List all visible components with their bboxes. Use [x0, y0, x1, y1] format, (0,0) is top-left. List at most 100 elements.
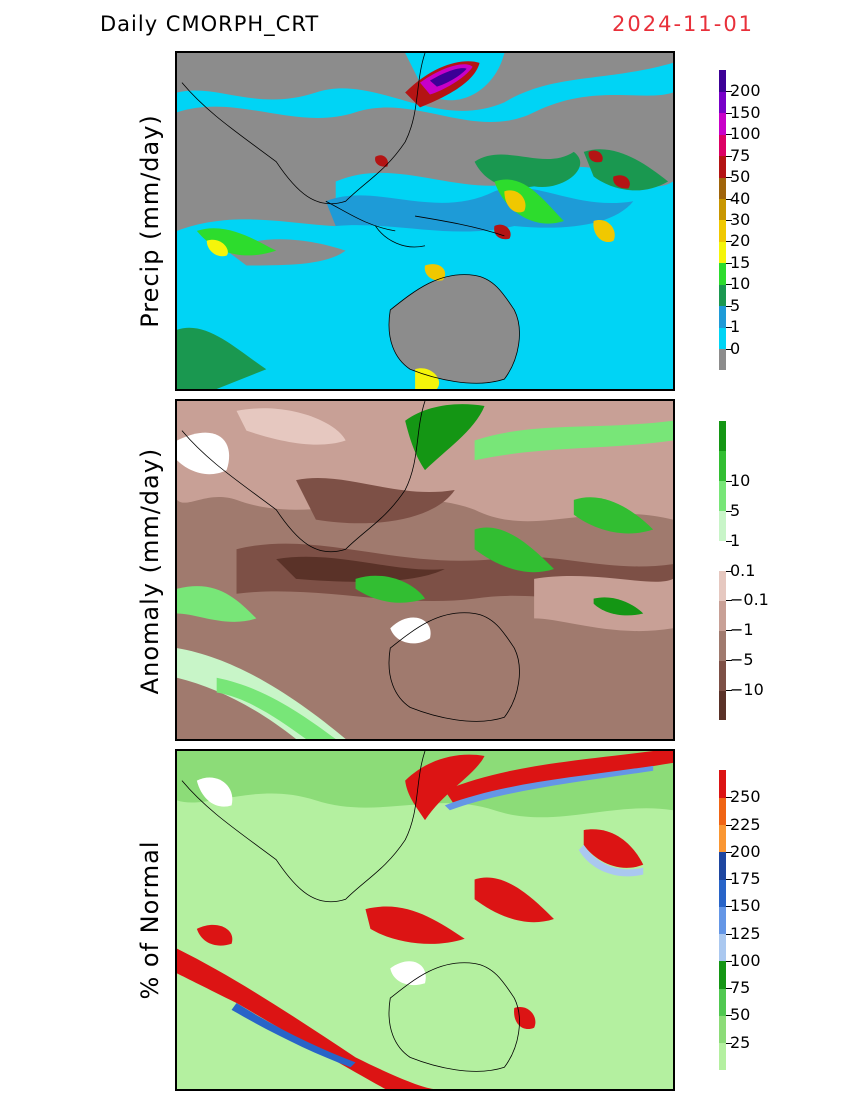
precip-colorbar-label: 10 [730, 274, 751, 294]
anomaly-colorbar-label: 0.1 [730, 560, 756, 580]
anomaly-colorbar-swatch [719, 600, 726, 631]
percent-colorbar-swatch [719, 797, 726, 826]
percent-colorbar-swatch [719, 851, 726, 880]
anomaly-colorbar-label: −1 [730, 620, 754, 640]
anomaly-colorbar-label: 5 [730, 500, 741, 520]
percent-colorbar-swatch [719, 906, 726, 935]
percent-colorbar-tick [726, 797, 732, 799]
anomaly-colorbar-label: 1 [730, 530, 741, 550]
percent-map [175, 749, 675, 1091]
precip-colorbar-swatch [719, 284, 726, 307]
precip-colorbar-swatch [719, 155, 726, 178]
anomaly-colorbar-swatch [719, 540, 726, 571]
percent-colorbar-label: 175 [730, 869, 761, 889]
precip-colorbar-tick [726, 220, 732, 221]
anomaly-colorbar-swatch [719, 570, 726, 601]
precip-colorbar-label: 150 [730, 102, 761, 122]
percent-colorbar-label: 75 [730, 978, 751, 998]
precip-colorbar-tick [726, 112, 732, 114]
anomaly-colorbar-tick [726, 660, 732, 662]
precip-colorbar-tick [726, 327, 732, 329]
precip-colorbar-swatch [719, 327, 726, 350]
anomaly-colorbar-swatch [719, 450, 726, 482]
percent-colorbar-swatch [719, 770, 726, 798]
percent-colorbar-label: 50 [730, 1005, 751, 1025]
precip-colorbar-label: 15 [730, 252, 751, 272]
anomaly-colorbar-label: −10 [730, 680, 764, 700]
percent-colorbar-label: 225 [730, 814, 761, 834]
percent-colorbar-strip [719, 770, 726, 1071]
percent-colorbar-tick [726, 906, 732, 908]
precip-colorbar-label: 40 [730, 188, 751, 208]
precip-colorbar-swatch [719, 112, 726, 135]
precip-colorbar-swatch [719, 220, 726, 242]
precip-colorbar-swatch [719, 177, 726, 200]
anomaly-colorbar-tick [726, 600, 732, 602]
precip-colorbar-swatch [719, 198, 726, 221]
figure-date: 2024-11-01 [612, 12, 755, 36]
anomaly-panel-label: Anomaly (mm/day) [136, 447, 164, 695]
percent-colorbar-tick [726, 851, 732, 853]
percent-colorbar-tick [726, 1042, 732, 1044]
percent-colorbar-label: 250 [730, 787, 761, 807]
anomaly-colorbar-tick [726, 540, 732, 542]
anomaly-colorbar-tick [726, 690, 732, 692]
precip-colorbar-label: 5 [730, 295, 741, 315]
anomaly-map [175, 399, 675, 741]
percent-colorbar-swatch [719, 988, 726, 1016]
percent-colorbar-label: 200 [730, 841, 761, 861]
anomaly-colorbar-swatch [719, 630, 726, 661]
anomaly-colorbar-tick [726, 510, 732, 512]
precip-colorbar-tick [726, 241, 732, 243]
anomaly-colorbar-swatch [719, 660, 726, 691]
precip-panel-label: Precip (mm/day) [136, 114, 164, 328]
precip-colorbar-label: 100 [730, 124, 761, 144]
percent-colorbar-tick [726, 1015, 732, 1017]
percent-colorbar-tick [726, 933, 732, 935]
figure-title: Daily CMORPH_CRT [100, 12, 320, 36]
precip-colorbar-swatch [719, 262, 726, 285]
precip-map [175, 51, 675, 391]
precip-colorbar-tick [726, 284, 732, 286]
precip-colorbar-swatch [719, 134, 726, 157]
percent-colorbar-tick [726, 824, 732, 826]
percent-colorbar-label: 100 [730, 950, 761, 970]
precip-colorbar-label: 20 [730, 231, 751, 251]
percent-colorbar-swatch [719, 1042, 726, 1071]
percent-colorbar-label: 150 [730, 896, 761, 916]
anomaly-colorbar-tick [726, 570, 732, 572]
anomaly-colorbar-swatch [719, 690, 726, 721]
anomaly-colorbar-tick [726, 630, 732, 632]
percent-colorbar-label: 125 [730, 923, 761, 943]
precip-colorbar-strip [719, 70, 726, 371]
anomaly-colorbar-swatch [719, 510, 726, 542]
precip-colorbar-tick [726, 134, 732, 136]
precip-colorbar-label: 200 [730, 81, 761, 101]
precip-colorbar-swatch [719, 91, 726, 114]
precip-colorbar-swatch [719, 348, 726, 371]
anomaly-colorbar-strip [719, 421, 726, 721]
percent-colorbar-swatch [719, 960, 726, 989]
anomaly-colorbar-label: −0.1 [730, 590, 769, 610]
precip-colorbar-tick [726, 348, 732, 350]
precip-colorbar-tick [726, 91, 732, 93]
percent-colorbar-swatch [719, 824, 726, 853]
anomaly-colorbar-swatch [719, 480, 726, 512]
percent-colorbar-label: 25 [730, 1032, 751, 1052]
precip-colorbar-label: 1 [730, 317, 741, 337]
precip-colorbar-tick [726, 155, 732, 157]
precip-colorbar-swatch [719, 241, 726, 264]
anomaly-colorbar-swatch [719, 421, 726, 452]
anomaly-colorbar-label: 10 [730, 470, 751, 490]
precip-colorbar-label: 75 [730, 145, 751, 165]
precip-colorbar-swatch [719, 70, 726, 92]
precip-colorbar-tick [726, 262, 732, 264]
percent-colorbar-swatch [719, 933, 726, 962]
precip-colorbar-label: 30 [730, 210, 751, 229]
anomaly-colorbar-label: −5 [730, 650, 754, 670]
anomaly-colorbar-tick [726, 480, 732, 482]
precip-colorbar-label: 0 [730, 338, 741, 358]
percent-colorbar-tick [726, 988, 732, 990]
percent-colorbar-swatch [719, 1015, 726, 1044]
percent-panel-label: % of Normal [136, 840, 164, 1000]
